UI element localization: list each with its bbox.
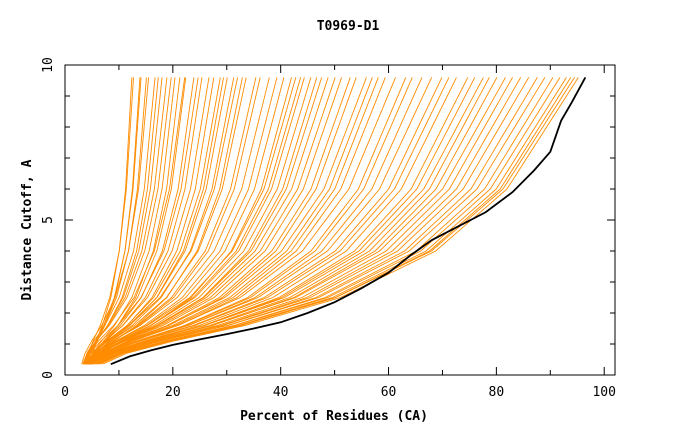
x-tick-label: 100 [592,385,615,400]
series-line-m73 [102,77,579,365]
series-line-m72 [97,77,575,365]
x-tick-label: 0 [61,385,69,400]
series-line-m40 [84,77,329,365]
series-line-m59 [85,77,484,365]
series-line-m63 [91,77,513,365]
series-line-m07 [82,77,156,365]
series-line-m32 [87,77,285,365]
series-line-m25 [82,77,238,365]
series-line-m13 [91,77,181,365]
highlight-layer [110,76,587,365]
series-line-m69 [95,77,561,365]
x-tick-label: 80 [489,385,505,400]
series-line-m15 [88,77,187,365]
series-line-m23 [86,77,228,365]
series-line-m65 [91,77,530,365]
series-line-m41 [85,77,336,365]
y-tick-label: 0 [41,371,56,379]
series-line-m48 [88,77,386,365]
x-tick-label: 60 [381,385,397,400]
x-axis-ticks: 0 20 40 60 80 100 [61,65,616,400]
series-line-m36 [85,77,305,365]
y-axis-label: Distance Cutoff, A [20,159,35,300]
chart-title: T0969-D1 [317,19,380,34]
series-line-m34 [83,77,297,365]
series-line-m46 [86,77,373,365]
x-axis-label: Percent of Residues (CA) [240,409,428,424]
series-line-m18 [88,77,203,365]
series-line-m62 [85,77,506,365]
y-axis-ticks: 0 5 10 [41,57,615,379]
series-line-m61 [90,77,498,365]
series-line-m45 [83,77,367,365]
series-line-m11 [82,77,172,365]
series-line-m67 [92,77,546,365]
series-line-m05 [86,77,147,365]
x-tick-label: 20 [165,385,181,400]
series-line-m19 [85,77,210,365]
series-line-m26 [91,77,243,365]
x-tick-label: 40 [273,385,289,400]
series-line-m30 [84,77,270,365]
series-layer [81,77,579,365]
highlight-series-line [110,76,587,365]
series-line-m27 [86,77,247,365]
series-line-m02 [85,77,134,365]
y-tick-label: 10 [41,57,56,73]
series-line-m42 [86,77,343,365]
y-tick-label: 5 [41,216,56,224]
series-line-m14 [82,77,186,365]
series-line-m44 [88,77,357,365]
series-line-m06 [81,77,150,365]
series-line-m17 [83,77,199,365]
series-line-m49 [84,77,396,365]
series-line-m20 [89,77,215,365]
series-line-m53 [84,77,433,365]
series-line-m55 [85,77,450,365]
